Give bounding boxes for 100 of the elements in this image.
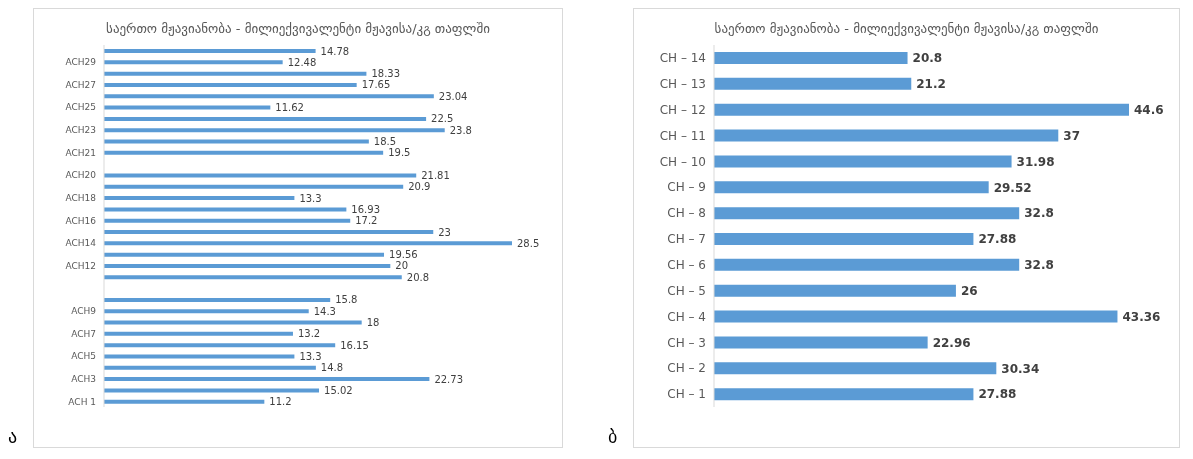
bar	[104, 309, 309, 314]
data-label: 17.2	[355, 215, 378, 227]
text: ა	[8, 426, 18, 447]
bar	[104, 196, 295, 201]
data-label: 13.2	[297, 328, 321, 340]
bar	[714, 362, 997, 375]
data-label: 27.88	[978, 387, 1017, 402]
data-label: 22.5	[431, 113, 454, 125]
y-tick-label: ACH16	[65, 215, 97, 226]
bar	[714, 207, 1020, 220]
bar	[714, 336, 928, 349]
data-label: 14.8	[320, 362, 344, 374]
data-label: 23	[438, 226, 451, 238]
bar	[104, 218, 351, 223]
data-label: 21.81	[421, 169, 450, 181]
bar	[104, 49, 316, 53]
bar	[714, 310, 1118, 323]
bar	[104, 116, 427, 121]
bar	[104, 263, 391, 268]
data-label: 11.2	[269, 396, 292, 408]
data-label: 32.8	[1024, 206, 1054, 221]
bar	[714, 388, 974, 401]
bar	[104, 82, 357, 87]
y-tick-label: ACH 1	[68, 396, 96, 407]
bar	[714, 129, 1059, 142]
bar	[714, 284, 956, 297]
data-label: 15.02	[324, 384, 353, 396]
data-label: 30.34	[1001, 361, 1040, 376]
data-label: 43.36	[1122, 309, 1161, 324]
data-label: 22.96	[932, 335, 971, 350]
data-label: 29.52	[993, 180, 1032, 195]
y-tick-label: CH – 12	[659, 102, 706, 117]
y-tick-label: ACH3	[71, 373, 96, 384]
y-tick-label: ACH29	[65, 57, 97, 68]
data-label: 18	[366, 317, 380, 329]
data-label: 23.8	[449, 124, 472, 136]
y-tick-label: CH – 5	[667, 283, 706, 298]
bar	[104, 275, 402, 280]
y-tick-label: ACH18	[65, 192, 97, 203]
data-label: 19.5	[388, 147, 411, 159]
data-label: 20.8	[406, 271, 430, 283]
bar	[714, 233, 974, 245]
bar	[104, 105, 271, 110]
data-label: 18.5	[373, 136, 397, 148]
y-tick-label: ACH5	[71, 351, 96, 362]
data-label: 44.6	[1134, 102, 1164, 117]
data-label: 20.9	[408, 181, 431, 193]
bar	[104, 94, 434, 99]
data-label: 21.2	[916, 77, 946, 92]
bar	[104, 252, 385, 257]
bar	[104, 184, 404, 189]
data-label: 28.5	[517, 237, 540, 249]
y-tick-label: ACH7	[71, 328, 96, 339]
data-label: 20	[395, 260, 409, 272]
y-tick-label: ACH23	[65, 125, 96, 136]
bar	[714, 103, 1129, 116]
bar	[104, 139, 369, 144]
data-label: 14.3	[313, 305, 336, 317]
bar	[104, 241, 512, 246]
bar	[104, 399, 265, 404]
data-label: 12.48	[287, 56, 317, 68]
data-label: 26	[960, 283, 978, 298]
bar	[104, 71, 367, 76]
data-label: 32.8	[1024, 258, 1054, 273]
data-label: 27.88	[978, 232, 1017, 247]
y-tick-label: CH – 7	[667, 232, 706, 247]
bar	[104, 377, 430, 382]
data-label: 19.56	[389, 249, 418, 261]
data-label: 11.62	[275, 102, 304, 114]
bar	[104, 230, 434, 234]
data-label: 20.8	[912, 51, 943, 66]
data-label: 17.65	[361, 79, 391, 91]
y-tick-label: CH – 10	[659, 154, 706, 169]
bar	[104, 207, 347, 212]
y-tick-label: CH – 9	[667, 180, 706, 195]
chart-title: საერთო მჟავიანობა - მილიექვივალენტი მჟავისა/კგ თაფლში	[105, 20, 491, 38]
data-label: 18.33	[371, 68, 401, 80]
bar	[714, 258, 1020, 271]
bar	[104, 388, 320, 393]
data-label: 13.3	[299, 350, 322, 362]
bar	[714, 181, 989, 194]
bar	[104, 297, 331, 302]
bar	[104, 365, 316, 370]
y-tick-label: ACH20	[65, 170, 97, 181]
data-label: 31.98	[1016, 154, 1055, 169]
data-label: 37	[1063, 128, 1080, 143]
y-tick-label: CH – 4	[667, 309, 706, 324]
bar	[104, 150, 384, 155]
bar	[714, 77, 912, 90]
bar	[714, 155, 1012, 168]
bar	[104, 331, 293, 336]
y-tick-label: CH – 1	[667, 387, 706, 402]
bar	[104, 128, 445, 133]
data-label: 15.8	[335, 294, 358, 306]
bar	[104, 60, 283, 65]
y-tick-label: CH – 11	[659, 128, 706, 143]
bar	[104, 320, 362, 325]
y-tick-label: ACH9	[71, 306, 97, 317]
bar	[714, 52, 908, 64]
bar	[104, 354, 295, 359]
